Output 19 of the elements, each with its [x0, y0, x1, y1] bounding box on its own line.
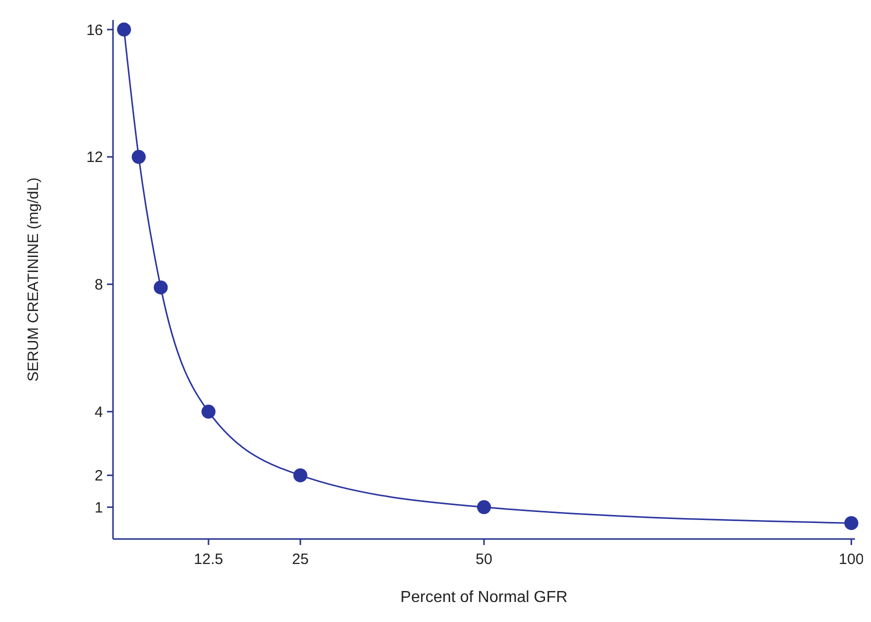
- y-tick-label: 4: [94, 404, 103, 421]
- y-tick-label: 2: [94, 468, 103, 485]
- point: [844, 516, 858, 530]
- x-tick-label: 100: [838, 551, 864, 568]
- x-tick-label: 50: [476, 551, 492, 568]
- point: [202, 404, 216, 419]
- x-tick-label: 25: [292, 551, 309, 568]
- y-tick-label: 12: [86, 149, 103, 166]
- point: [132, 150, 146, 164]
- point: [293, 468, 308, 482]
- point: [477, 500, 491, 514]
- point: [117, 22, 132, 37]
- y-tick-label: 1: [94, 499, 103, 516]
- x-tick-label: 12.5: [194, 551, 224, 568]
- point: [154, 280, 168, 294]
- y-tick-label: 8: [94, 276, 103, 294]
- y-tick-label: 16: [86, 22, 103, 39]
- y-axis-title: SERUM CREATININE (mg/dL): [25, 178, 42, 382]
- x-axis-title: Percent of Normal GFR: [400, 589, 568, 606]
